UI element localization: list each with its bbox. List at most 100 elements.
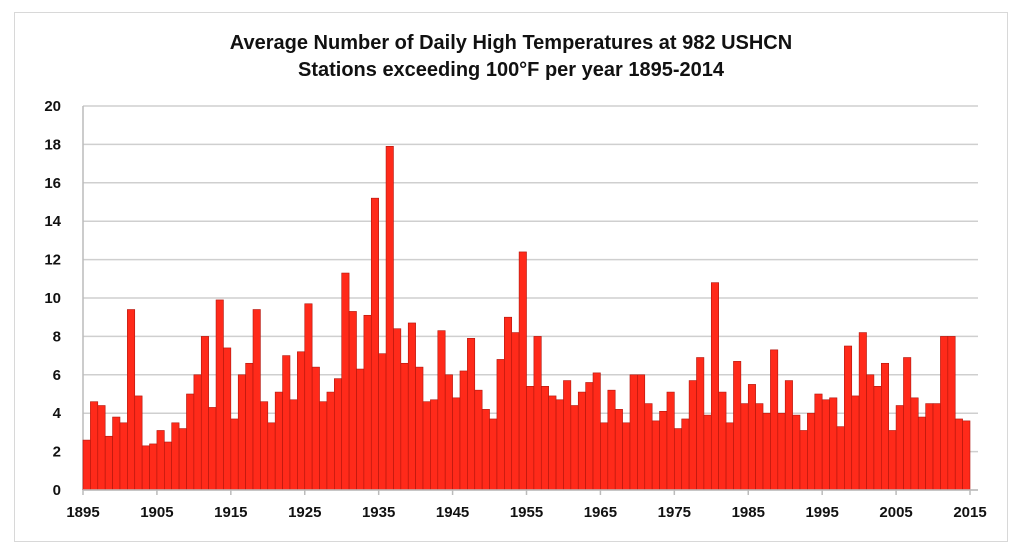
x-tick-label: 2015: [953, 504, 986, 521]
y-tick-label: 18: [44, 136, 61, 153]
bar-2012: [947, 336, 956, 491]
bar-1913: [215, 299, 224, 491]
bar-1899: [112, 416, 121, 491]
bar-1960: [563, 380, 572, 491]
bar-1990: [784, 380, 793, 491]
x-tick-label: 1905: [140, 504, 173, 521]
bar-1932: [356, 368, 365, 491]
chart-title-line-2: Stations exceeding 100°F per year 1895-2…: [297, 59, 724, 81]
bar-2005: [895, 405, 904, 491]
bar-1900: [119, 422, 128, 491]
bar-1897: [97, 405, 106, 491]
bar-1980: [710, 282, 719, 491]
bar-1902: [134, 395, 143, 491]
x-tick-label: 1995: [805, 504, 838, 521]
x-tick-label: 1955: [510, 504, 543, 521]
bar-1909: [186, 393, 195, 491]
bar-1927: [319, 401, 328, 491]
bar-1994: [814, 393, 823, 491]
bar-1935: [378, 353, 387, 491]
y-tick-label: 4: [53, 405, 62, 422]
x-tick-label: 1915: [214, 504, 247, 521]
bar-1997: [836, 426, 845, 491]
bar-1944: [444, 374, 453, 491]
bar-1963: [585, 382, 594, 491]
bar-1901: [127, 309, 136, 491]
bar-1954: [518, 251, 527, 491]
bar-2006: [903, 357, 912, 491]
chart-title-line-1: Average Number of Daily High Temperature…: [229, 32, 793, 54]
bar-1933: [363, 314, 372, 491]
bar-1917: [245, 362, 254, 491]
bar-1968: [622, 422, 631, 491]
bar-1921: [274, 391, 283, 491]
bar-1964: [592, 372, 601, 491]
bar-1983: [733, 361, 742, 491]
bar-2009: [925, 403, 934, 491]
bar-1998: [844, 345, 853, 491]
bar-1991: [792, 414, 801, 491]
bar-2014: [962, 420, 971, 491]
bar-2007: [910, 397, 919, 491]
bar-1906: [164, 441, 173, 491]
x-tick-label: 1965: [584, 504, 617, 521]
y-tick-label: 16: [44, 175, 61, 192]
bar-1925: [304, 303, 313, 491]
y-tick-label: 0: [53, 482, 61, 499]
bar-1926: [311, 366, 320, 491]
bar-2008: [917, 416, 926, 491]
bar-1946: [459, 370, 468, 491]
bar-1948: [474, 389, 483, 491]
bar-1920: [267, 422, 276, 491]
bar-1978: [696, 357, 705, 491]
bar-1936: [385, 146, 394, 491]
x-tick-label: 1985: [732, 504, 765, 521]
bar-1999: [851, 395, 860, 491]
bar-1922: [282, 355, 291, 491]
bar-1993: [807, 412, 816, 491]
bar-1908: [178, 428, 187, 491]
bar-1995: [821, 399, 830, 491]
bar-1916: [237, 374, 246, 491]
x-tick-label: 1935: [362, 504, 395, 521]
x-tick-label: 1895: [66, 504, 99, 521]
x-tick-label: 1925: [288, 504, 321, 521]
bar-1911: [200, 336, 209, 491]
bar-1940: [415, 366, 424, 491]
chart-title: Average Number of Daily High Temperature…: [0, 30, 1022, 84]
chart-frame: [14, 12, 1008, 542]
bar-1949: [481, 409, 490, 491]
bar-1984: [740, 403, 749, 491]
bar-1961: [570, 405, 579, 491]
bar-1975: [674, 428, 683, 491]
bar-1970: [637, 374, 646, 491]
bar-2000: [858, 332, 867, 491]
bar-1951: [496, 359, 505, 491]
bar-1992: [799, 430, 808, 491]
bar-1979: [703, 414, 712, 491]
bar-1996: [829, 397, 838, 491]
bar-1973: [659, 410, 668, 491]
bar-1959: [555, 399, 564, 491]
bar-1972: [651, 420, 660, 491]
bar-1898: [104, 435, 113, 491]
bar-1957: [540, 386, 549, 491]
bar-1930: [341, 272, 350, 491]
x-tick-label: 2005: [879, 504, 912, 521]
y-tick-label: 6: [53, 367, 61, 384]
bar-1967: [614, 409, 623, 491]
bar-1912: [208, 407, 217, 491]
y-tick-label: 14: [44, 213, 61, 230]
bar-1988: [770, 349, 779, 491]
bar-1929: [334, 378, 343, 491]
bar-1974: [666, 391, 675, 491]
bar-1918: [252, 309, 261, 491]
bar-1914: [223, 347, 232, 491]
bar-1955: [526, 386, 535, 491]
bar-2010: [932, 403, 941, 491]
bar-1977: [688, 380, 697, 491]
bar-1985: [747, 384, 756, 491]
bar-1969: [629, 374, 638, 491]
bar-1924: [297, 351, 306, 491]
